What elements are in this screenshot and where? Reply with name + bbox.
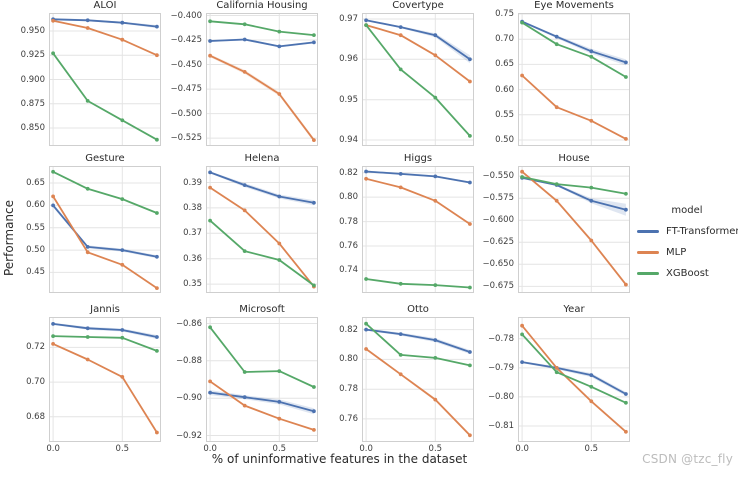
y-axis-ticks: −0.525 −0.500 −0.475 −0.450 −0.425 −0.400	[170, 10, 202, 144]
y-axis-ticks: 0.50 0.55 0.60 0.65 0.70 0.75	[495, 9, 514, 145]
subplot-aloi: ALOI 0.850 0.875 0.900 0.925 0.950	[21, 0, 161, 146]
plot-area	[49, 13, 161, 146]
y-axis-ticks: 0.76 0.78 0.80 0.82	[339, 324, 358, 424]
subplot-title: California Housing	[216, 0, 308, 11]
subplot-year: Year −0.81 −0.80 −0.79 −0.78 0.0 0.5	[488, 304, 630, 454]
x-axis-ticks: 0.0 0.5	[359, 444, 443, 454]
subplot-title: Helena	[244, 153, 280, 164]
subplot-otto: Otto 0.76 0.78 0.80 0.82 0.0 0.5	[339, 304, 474, 454]
y-axis-ticks: −0.92 −0.90 −0.88 −0.86	[175, 318, 202, 441]
subplot-higgs: Higgs 0.74 0.76 0.78 0.80 0.82	[339, 153, 474, 293]
y-axis-ticks: −0.675 −0.650 −0.625 −0.600 −0.575 −0.550	[482, 171, 514, 292]
subplot-title: Otto	[407, 304, 429, 315]
plot-area	[206, 166, 318, 293]
plot-area	[206, 317, 318, 442]
subplot-title: Year	[563, 304, 585, 315]
plot-area	[49, 166, 161, 293]
legend-item-ft-transformer: FT-Transformer	[637, 221, 738, 242]
y-axis-label: Performance	[2, 199, 16, 277]
subplot-house: House −0.675 −0.650 −0.625 −0.600 −0.575 −0.5…	[483, 153, 630, 293]
plot-area	[206, 13, 318, 146]
legend-item-label: XGBoost	[666, 268, 709, 279]
x-axis-ticks: 0.0 0.5	[203, 444, 287, 454]
subplot-california-housing: California Housing −0.525 −0.500 −0.475 −0.…	[171, 0, 318, 146]
watermark: CSDN @tzc_fly	[642, 452, 733, 466]
subplot-helena: Helena 0.35 0.36 0.37 0.38 0.39	[183, 153, 318, 293]
legend-item-mlp: MLP	[637, 242, 737, 263]
legend-item-label: MLP	[666, 247, 687, 258]
y-axis-ticks: 0.850 0.875 0.900 0.925 0.950	[20, 26, 45, 133]
legend: model FT-Transformer MLP XGBoost	[637, 205, 738, 284]
subplot-title: Eye Movements	[534, 0, 614, 11]
subplot-gesture: Gesture 0.45 0.50 0.55 0.60 0.65	[26, 153, 161, 293]
subplot-title: Jannis	[90, 304, 120, 315]
legend-title: model	[671, 205, 703, 216]
plot-area	[518, 317, 630, 442]
mlp-line-icon	[637, 251, 659, 254]
plot-area	[49, 317, 161, 442]
y-axis-ticks: 0.45 0.50 0.55 0.60 0.65	[26, 178, 45, 278]
y-axis-ticks: 0.35 0.36 0.37 0.38 0.39	[183, 177, 202, 290]
plot-area	[518, 13, 630, 146]
x-axis-ticks: 0.0 0.5	[46, 444, 130, 454]
plot-area	[362, 166, 474, 293]
x-axis-label: % of uninformative features in the datas…	[211, 452, 468, 466]
subplot-title: Microsoft	[239, 304, 285, 315]
x-axis-ticks: 0.0 0.5	[515, 444, 599, 454]
subplot-title: Covertype	[392, 0, 444, 11]
subplot-title: ALOI	[93, 0, 117, 11]
subplot-title: Higgs	[403, 153, 433, 164]
plot-area	[362, 13, 474, 146]
y-axis-ticks: 0.94 0.95 0.96 0.97	[339, 14, 358, 145]
subplot-covertype: Covertype 0.94 0.95 0.96 0.97	[339, 0, 474, 146]
legend-item-label: FT-Transformer	[666, 226, 738, 237]
xgboost-line-icon	[637, 272, 659, 275]
subplot-jannis: Jannis 0.68 0.70 0.72 0.0 0.5	[26, 304, 161, 454]
subplot-microsoft: Microsoft −0.92 −0.90 −0.88 −0.86 0.0 0.5	[176, 304, 318, 454]
ft-transformer-line-icon	[637, 230, 659, 233]
y-axis-ticks: 0.68 0.70 0.72	[26, 342, 45, 422]
plot-area	[362, 317, 474, 442]
subplot-title: Gesture	[85, 153, 125, 164]
legend-item-xgboost: XGBoost	[637, 263, 737, 284]
subplot-eye-movements: Eye Movements 0.50 0.55 0.60 0.65 0.70 0.75	[495, 0, 630, 146]
plot-area	[518, 166, 630, 293]
y-axis-ticks: −0.81 −0.80 −0.79 −0.78	[487, 333, 514, 431]
subplot-title: House	[558, 153, 590, 164]
y-axis-ticks: 0.74 0.76 0.78 0.80 0.82	[339, 167, 358, 276]
